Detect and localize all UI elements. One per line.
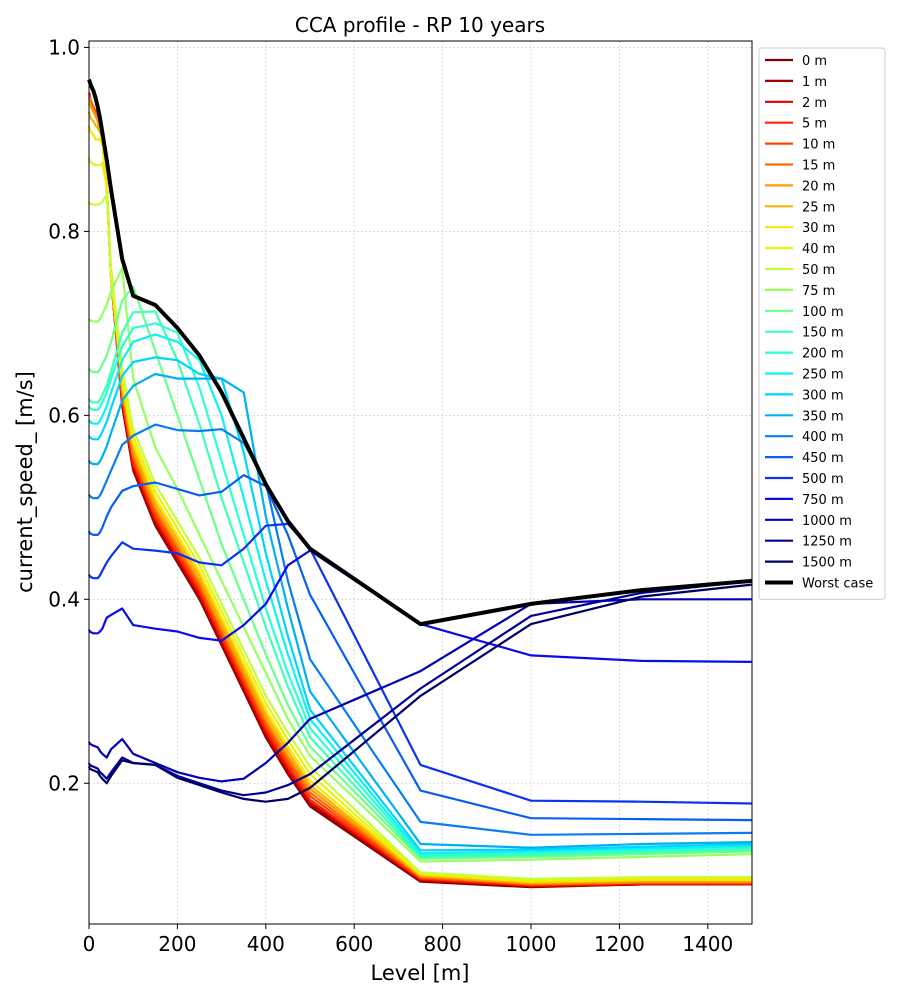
series-line [87,94,752,886]
series-line [87,598,752,783]
legend-label: 1500 m [802,556,852,571]
x-axis-label: Level [m] [371,961,470,985]
x-tick-label: 200 [158,932,196,956]
legend-label: 40 m [802,242,835,257]
legend-label: 250 m [802,368,844,383]
legend-label: 200 m [802,347,844,362]
legend-label: 1 m [802,75,827,90]
x-tick-label: 1000 [506,932,557,956]
series-line [87,193,752,881]
legend-label: 1000 m [802,514,852,529]
y-axis-ticks: 0.2 0.4 0.6 0.8 1.0 [48,35,89,795]
legend-label: 0 m [802,54,827,69]
legend-label: 5 m [802,117,827,132]
plot-frame [88,40,753,925]
legend-label: 100 m [802,305,844,320]
x-tick-label: 0 [83,932,96,956]
legend-label: 20 m [802,179,835,194]
legend-label: 350 m [802,409,844,424]
legend-label: 50 m [802,263,835,278]
series-lines [87,78,753,889]
x-axis-ticks: 0 200 400 600 800 1000 1200 1400 [83,924,733,956]
legend-label: 400 m [802,430,844,445]
chart-title: CCA profile - RP 10 years [295,13,545,37]
legend-label: 1250 m [802,535,852,550]
legend-label: 300 m [802,388,844,403]
x-tick-label: 800 [424,932,462,956]
x-tick-label: 600 [335,932,373,956]
legend-label: 15 m [802,159,835,174]
series-line [87,423,753,836]
x-tick-label: 400 [247,932,285,956]
y-axis-label: current_speed_ [m/s] [13,371,38,593]
y-tick-label: 0.6 [48,403,80,427]
legend-label: 75 m [802,284,835,299]
legend-label: 750 m [802,493,844,508]
y-tick-label: 0.4 [48,587,80,611]
series-line [87,111,752,884]
legend-label: 30 m [802,221,835,236]
series-line [87,267,753,863]
legend-label: 500 m [802,472,844,487]
legend-label: 2 m [802,96,827,111]
series-line [87,474,753,822]
series-line [87,322,753,857]
legend-label: 10 m [802,138,835,153]
series-line [87,372,753,849]
series-line [87,356,753,852]
series-line [87,78,753,627]
legend-label: 150 m [802,326,844,341]
legend: 0 m 1 m 2 m 5 m 10 m 15 m 20 m 25 m 30 m 40 m 50 m… [758,47,886,600]
y-tick-label: 1.0 [48,35,80,59]
legend-label: Worst case [802,577,873,592]
x-tick-label: 1400 [682,932,733,956]
legend-label: 450 m [802,451,844,466]
series-line [87,125,752,883]
y-tick-label: 0.8 [48,219,80,243]
y-tick-label: 0.2 [48,771,80,795]
legend-label: 25 m [802,200,835,215]
x-tick-label: 1200 [594,932,645,956]
series-line [87,310,753,859]
series-line [87,583,753,803]
series-line [87,285,753,860]
